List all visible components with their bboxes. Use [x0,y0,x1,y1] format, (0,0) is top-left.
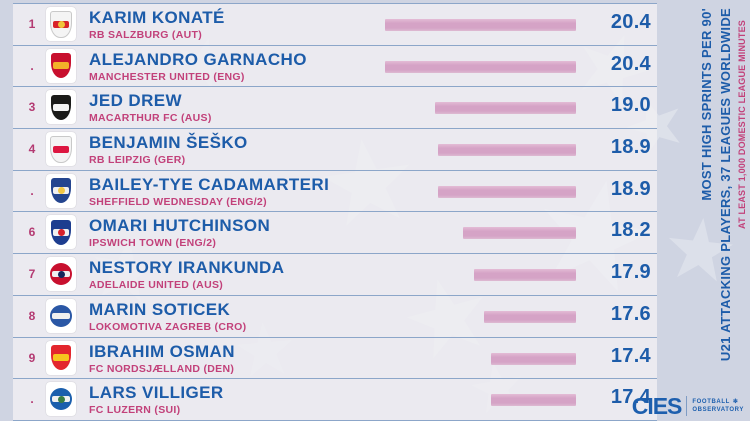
divider [686,396,688,416]
cies-branding: CIES FOOTBALL ✻ OBSERVATORY [631,393,744,419]
sprint-value: 17.6 [610,302,651,325]
player-name: LARS VILLIGER [89,383,224,403]
rank-label: 6 [28,225,36,240]
player-club: SHEFFIELD WEDNESDAY (ENG/2) [89,195,267,208]
sprint-value: 20.4 [610,52,651,75]
player-name: ALEJANDRO GARNACHO [89,49,307,69]
sprint-value: 17.4 [610,344,651,367]
sprint-bar [438,185,576,198]
sprint-bar [491,394,576,407]
player-club: MACARTHUR FC (AUS) [89,112,212,125]
player-club: LOKOMOTIVA ZAGREB (CRO) [89,320,247,333]
org-name-line1: FOOTBALL [692,399,730,405]
sprint-bar [385,60,576,73]
rank-label: . [30,392,34,407]
club-crest-icon [46,298,76,333]
cies-logo: CIES [631,393,683,419]
player-name: JED DREW [89,91,182,111]
table-row: . LARS VILLIGER FC LUZERN (SUI) 17.4 [13,378,657,420]
ranking-table: 1 KARIM KONATÉ RB SALZBURG (AUT) 20.4 . … [13,3,657,421]
player-club: IPSWICH TOWN (ENG/2) [89,237,217,250]
table-row: 4 BENJAMIN ŠEŠKO RB LEIPZIG (GER) 18.9 [13,128,657,170]
sprint-value: 20.4 [610,11,651,33]
sprint-bar [473,269,576,282]
sprint-bar [484,310,576,323]
player-club: RB SALZBURG (AUT) [89,29,203,41]
rank-label: 3 [28,100,36,115]
player-club: MANCHESTER UNITED (ENG) [89,70,245,83]
player-name: KARIM KONATÉ [89,8,225,27]
table-row: . BAILEY-TYE CADAMARTERI SHEFFIELD WEDNE… [13,169,657,212]
sprint-bar [438,144,576,157]
sprint-value: 18.9 [610,136,651,159]
table-row: 6 OMARI HUTCHINSON IPSWICH TOWN (ENG/2) … [13,211,657,254]
player-club: ADELAIDE UNITED (AUS) [89,279,224,292]
sprint-bar [385,19,576,31]
sprint-value: 18.2 [610,219,651,242]
club-crest-icon [46,257,76,292]
rank-label: 9 [28,350,36,365]
player-name: NESTORY IRANKUNDA [89,258,285,278]
player-club: RB LEIPZIG (GER) [89,154,186,167]
club-crest-icon [46,48,76,83]
org-name-line2: OBSERVATORY [692,407,744,413]
sprint-value: 19.0 [610,94,651,117]
table-row: 7 NESTORY IRANKUNDA ADELAIDE UNITED (AUS… [13,253,657,295]
player-club: FC NORDSJÆLLAND (DEN) [89,362,235,375]
sprint-value: 17.4 [610,386,651,409]
club-crest-icon [46,215,76,250]
player-name: BAILEY-TYE CADAMARTERI [89,174,330,194]
sprint-value: 18.9 [610,177,651,200]
player-name: MARIN SOTICEK [89,299,231,319]
club-crest-icon [46,7,76,41]
club-crest-icon [46,132,76,167]
player-name: OMARI HUTCHINSON [89,216,271,236]
player-name: IBRAHIM OSMAN [89,341,235,361]
rank-label: . [30,183,34,198]
table-row: 1 KARIM KONATÉ RB SALZBURG (AUT) 20.4 [13,3,657,45]
sprint-bar [491,352,576,365]
club-crest-icon [46,382,76,417]
rank-label: 7 [28,267,36,282]
player-club: FC LUZERN (SUI) [89,404,181,417]
club-crest-icon [46,90,76,125]
rank-label: . [30,58,34,73]
chart-title-vertical: MOST HIGH SPRINTS PER 90' [699,8,714,201]
table-row: 9 IBRAHIM OSMAN FC NORDSJÆLLAND (DEN) 17… [13,336,657,379]
stars-circle-icon: ✻ [732,399,739,405]
table-row: 3 JED DREW MACARTHUR FC (AUS) 19.0 [13,86,657,129]
chart-subtitle-vertical: U21 ATTACKING PLAYERS, 37 LEAGUES WORLDW… [718,8,733,362]
rank-label: 4 [28,142,36,157]
player-name: BENJAMIN ŠEŠKO [89,133,248,153]
club-crest-icon [46,173,76,208]
table-row: 8 MARIN SOTICEK LOKOMOTIVA ZAGREB (CRO) … [13,294,657,337]
chart-note-vertical: AT LEAST 1,000 DOMESTIC LEAGUE MINUTES [737,20,747,229]
sprint-bar [434,102,576,115]
sprint-bar [463,227,576,240]
rank-label: 1 [28,17,36,31]
club-crest-icon [46,340,76,375]
rank-label: 8 [28,308,36,323]
sprint-value: 17.9 [610,261,651,284]
table-row: . ALEJANDRO GARNACHO MANCHESTER UNITED (… [13,44,657,87]
